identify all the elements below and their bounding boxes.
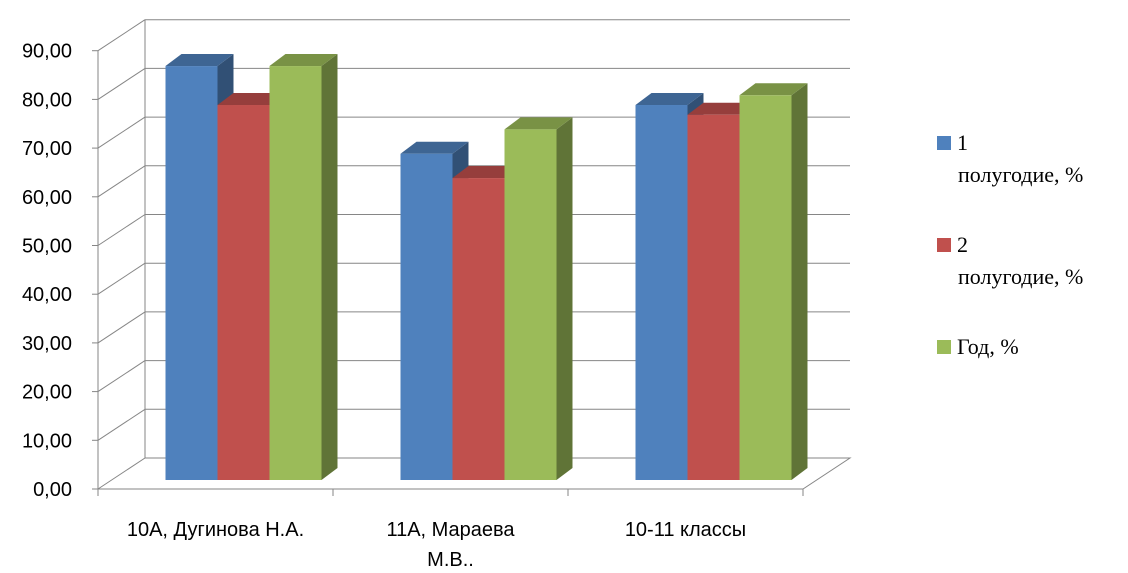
legend-swatch [937, 238, 951, 252]
category-label: 11А, Мараева [386, 519, 515, 541]
y-tick-label: 60,00 [22, 187, 72, 209]
legend-label: 2 [957, 232, 968, 257]
legend-label: 1 [957, 130, 968, 155]
y-axis: 0,00 10,00 20,00 30,00 40,00 50,00 60,00 70,00 8… [22, 41, 98, 501]
gridline-side [97, 214, 146, 246]
bar-top [504, 117, 573, 130]
y-tick-label: 40,00 [22, 284, 72, 306]
gridline-side [97, 408, 146, 441]
bar-front [400, 153, 453, 480]
legend-label: Год, % [957, 334, 1019, 359]
legend-swatch [937, 136, 951, 150]
legend-swatch [937, 340, 951, 354]
y-tick-label: 20,00 [22, 382, 72, 404]
bar [269, 54, 338, 481]
y-tick-label: 50,00 [22, 236, 72, 258]
bars [165, 54, 808, 481]
gridline-side [97, 116, 146, 149]
y-tick-label: 10,00 [22, 430, 72, 452]
bar-side [556, 117, 573, 481]
y-tick-label: 70,00 [22, 138, 72, 160]
bar-front [739, 95, 792, 481]
bar-front [217, 105, 270, 480]
category-label: М.В.. [427, 549, 474, 571]
y-tick-label: 30,00 [22, 333, 72, 355]
gridline-side [97, 262, 146, 295]
category-label: 10А, Дугинова Н.А. [127, 519, 304, 541]
bar-front [269, 66, 322, 481]
bar-top [452, 166, 521, 179]
legend-label: полугодие, % [958, 162, 1083, 187]
bar-side [791, 83, 808, 481]
bar-front [687, 114, 740, 480]
bar [504, 117, 573, 481]
bar-top [635, 93, 704, 106]
legend-item: Год, % [937, 334, 1019, 359]
gridline-side [97, 67, 146, 100]
bar-side [321, 54, 338, 481]
bar-top [400, 141, 469, 154]
legend-label: полугодие, % [958, 264, 1083, 289]
gridline-side [97, 311, 146, 344]
legend-item: 1 полугодие, % [937, 130, 1083, 187]
bar [739, 83, 808, 481]
bar-front [635, 105, 688, 480]
y-tick-label: 0,00 [33, 479, 72, 501]
bar-top [165, 54, 234, 67]
category-label: 10-11 классы [625, 519, 746, 541]
y-tick-label: 90,00 [22, 41, 72, 63]
gridline-side [97, 360, 146, 393]
bar-front [452, 178, 505, 480]
bar-top [687, 102, 756, 115]
gridline-side [97, 19, 146, 52]
bar-front [165, 66, 218, 481]
bar-top [739, 83, 808, 96]
legend-item: 2 полугодие, % [937, 232, 1083, 289]
y-tick-label: 80,00 [22, 89, 72, 111]
bar-top [217, 93, 286, 106]
bar-top [269, 54, 338, 67]
bar-front [504, 129, 557, 481]
legend: 1 полугодие, % 2 полугодие, % Год, % [937, 130, 1083, 359]
gridline-side [97, 165, 146, 198]
x-axis: 10А, Дугинова Н.А. 11А, Мараева М.В.. 10-11… [97, 489, 804, 571]
